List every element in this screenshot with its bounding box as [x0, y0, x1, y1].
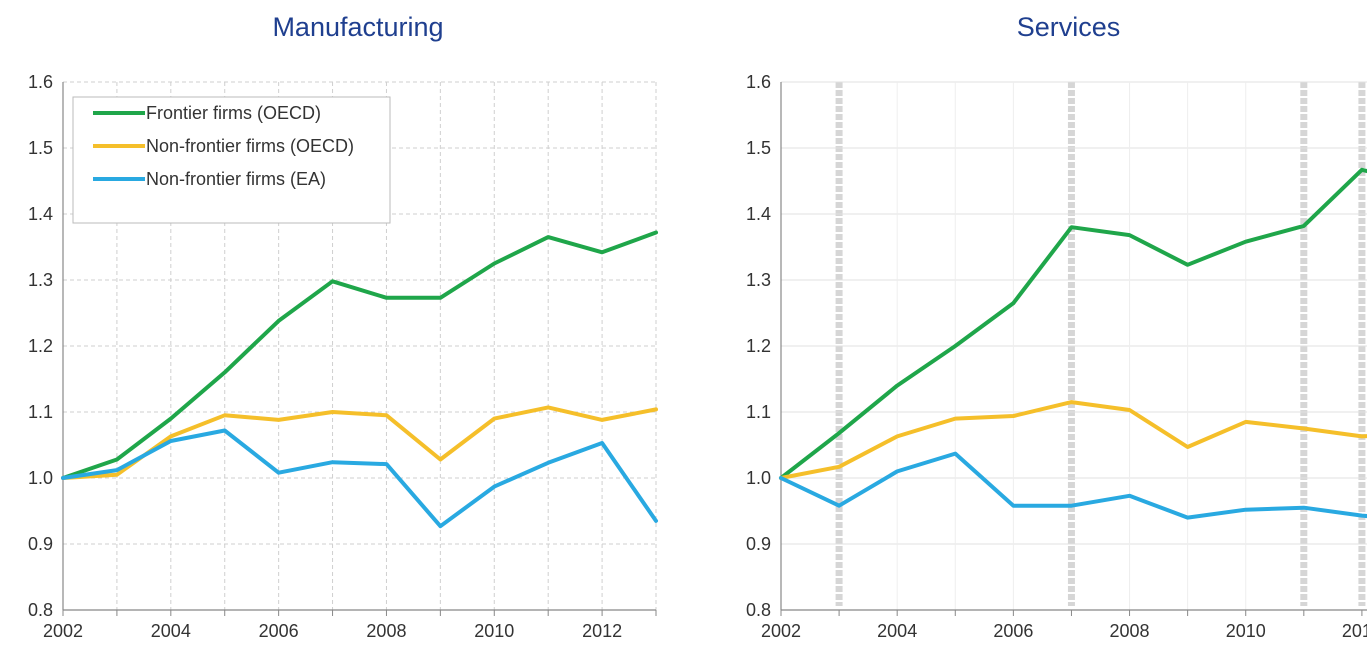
y-tick-label: 1.4 — [746, 204, 771, 224]
y-tick-label: 1.5 — [746, 138, 771, 158]
x-tick-label: 2008 — [366, 621, 406, 641]
y-tick-label: 1.6 — [746, 72, 771, 92]
x-tick-label: 2010 — [1226, 621, 1266, 641]
x-tick-label: 2006 — [259, 621, 299, 641]
y-tick-label: 1.0 — [28, 468, 53, 488]
y-tick-label: 0.9 — [28, 534, 53, 554]
x-tick-label: 2004 — [877, 621, 917, 641]
series-line-nonfrontier-oecd — [61, 405, 658, 480]
legend-label: Non-frontier firms (EA) — [146, 169, 326, 189]
y-tick-label: 1.1 — [28, 402, 53, 422]
x-tick-label: 2010 — [474, 621, 514, 641]
x-tick-label: 2012 — [582, 621, 622, 641]
x-tick-label: 2008 — [1110, 621, 1150, 641]
legend: Frontier firms (OECD) Non-frontier firms … — [72, 96, 391, 224]
chart-title-manufacturing: Manufacturing — [272, 12, 444, 42]
x-tick-label: 2002 — [43, 621, 83, 641]
y-tick-label: 1.5 — [28, 138, 53, 158]
series-line-nonfrontier-ea — [61, 428, 658, 529]
legend-label: Frontier firms (OECD) — [146, 103, 321, 123]
y-tick-label: 0.9 — [746, 534, 771, 554]
legend-box — [72, 96, 391, 224]
y-tick-label: 1.2 — [28, 336, 53, 356]
x-tick-label: 2004 — [151, 621, 191, 641]
y-tick-label: 1.1 — [746, 402, 771, 422]
x-tick-label: 2002 — [761, 621, 801, 641]
y-tick-label: 1.2 — [746, 336, 771, 356]
y-tick-label: 0.8 — [28, 600, 53, 620]
x-tick-label: 2006 — [993, 621, 1033, 641]
y-tick-label: 1.3 — [746, 270, 771, 290]
y-tick-label: 0.8 — [746, 600, 771, 620]
chart-services: 0.8 0.9 1.0 1.1 1.2 1.3 1.4 1.5 1.6 2002 2004 2006 2… — [746, 72, 1367, 641]
x-tick-label: 2012 — [1342, 621, 1367, 641]
y-tick-label: 1.6 — [28, 72, 53, 92]
series-line-frontier-oecd — [779, 167, 1367, 480]
series-line-nonfrontier-oecd — [779, 400, 1367, 480]
y-tick-label: 1.0 — [746, 468, 771, 488]
legend-label: Non-frontier firms (OECD) — [146, 136, 354, 156]
y-tick-label: 1.4 — [28, 204, 53, 224]
y-tick-label: 1.3 — [28, 270, 53, 290]
chart-title-services: Services — [1016, 12, 1121, 42]
chart-manufacturing: 0.8 0.9 1.0 1.1 1.2 1.3 1.4 1.5 1.6 2002 2004 2006 2… — [28, 72, 658, 641]
series-line-nonfrontier-ea — [779, 451, 1367, 520]
series-line-frontier-oecd — [61, 230, 658, 480]
